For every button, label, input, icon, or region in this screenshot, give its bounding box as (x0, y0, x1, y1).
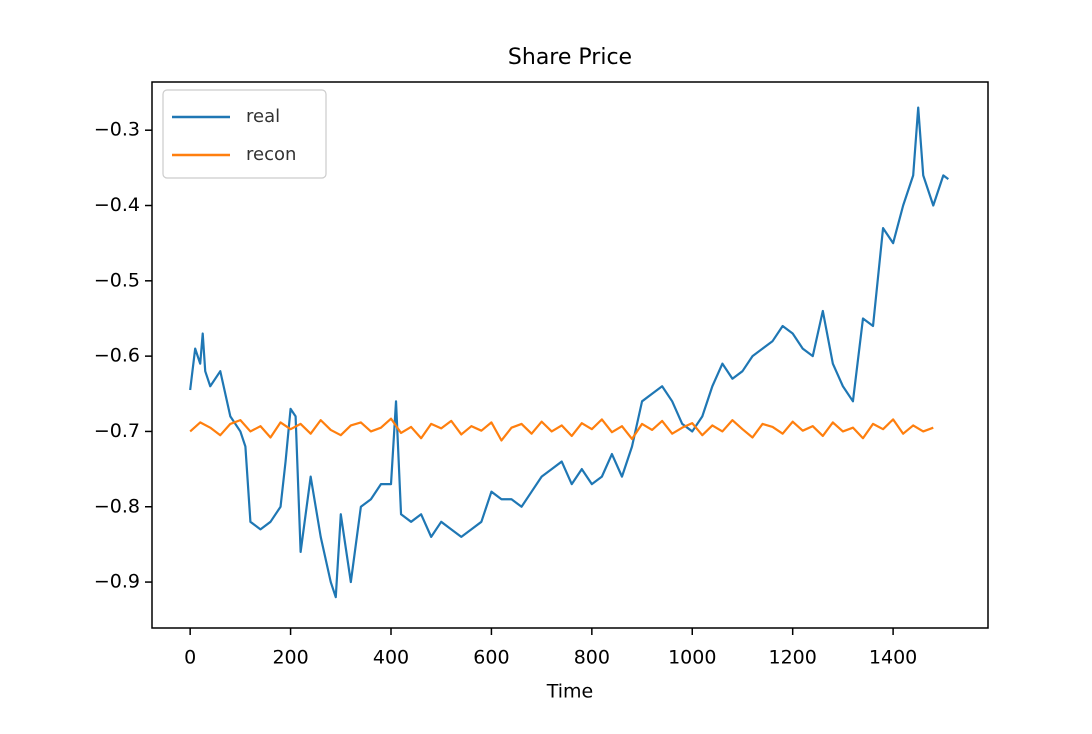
y-tick-label: −0.4 (94, 194, 140, 216)
plot-frame (151, 81, 989, 629)
x-tick-label: 1200 (769, 647, 817, 669)
x-tick-label: 1400 (869, 647, 917, 669)
x-tick-label: 0 (184, 647, 196, 669)
x-tick-label: 200 (272, 647, 308, 669)
x-tick-label: 1000 (668, 647, 716, 669)
x-tick-label: 600 (473, 647, 509, 669)
y-tick-label: −0.7 (94, 420, 140, 442)
y-tick-label: −0.5 (94, 269, 140, 291)
line-series (189, 106, 949, 599)
legend-label: recon (246, 144, 296, 165)
y-tick-label: −0.3 (94, 119, 140, 141)
x-tick-label: 800 (574, 647, 610, 669)
legend-box (162, 89, 327, 179)
legend-label: real (246, 106, 280, 127)
y-tick-label: −0.8 (94, 495, 140, 517)
y-tick-label: −0.9 (94, 571, 140, 593)
x-tick-label: 400 (373, 647, 409, 669)
x-axis-label: Time (546, 681, 594, 703)
y-tick-label: −0.6 (94, 345, 140, 367)
line-series (189, 417, 934, 442)
chart-title: Share Price (508, 45, 632, 70)
